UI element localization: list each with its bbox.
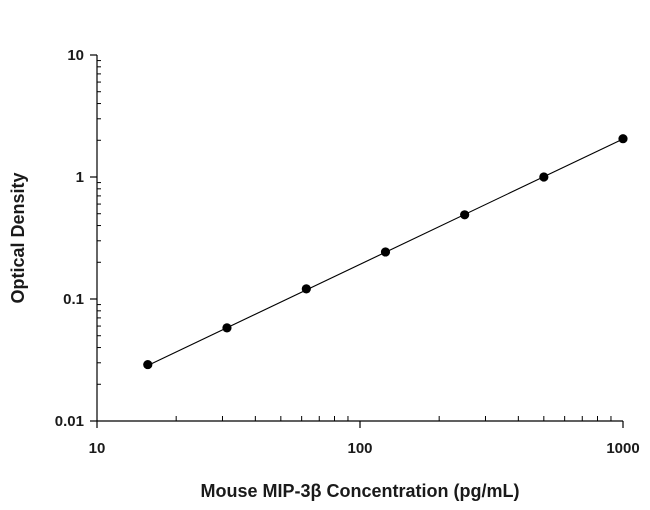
data-point <box>460 210 470 220</box>
x-tick-label: 100 <box>347 440 372 457</box>
tick-labels: 0.01 0.1 1 10 10 100 1000 <box>55 47 640 457</box>
data-point <box>143 359 153 370</box>
data-point <box>301 284 311 294</box>
axes <box>96 55 623 422</box>
data-point <box>539 172 549 182</box>
y-tick-label: 1 <box>76 169 84 186</box>
y-tick-label: 0.1 <box>63 291 84 308</box>
x-tick-label: 1000 <box>606 440 639 457</box>
y-tick-label: 0.01 <box>55 413 84 430</box>
x-tick-label: 10 <box>89 440 106 457</box>
data-point <box>618 134 628 144</box>
data-points <box>143 134 628 370</box>
data-point <box>222 323 232 333</box>
y-axis-title: Optical Density <box>8 172 28 303</box>
data-point <box>380 247 391 257</box>
tick-marks <box>90 54 624 428</box>
y-tick-label: 10 <box>67 47 84 64</box>
x-axis-title: Mouse MIP-3β Concentration (pg/mL) <box>201 481 520 501</box>
